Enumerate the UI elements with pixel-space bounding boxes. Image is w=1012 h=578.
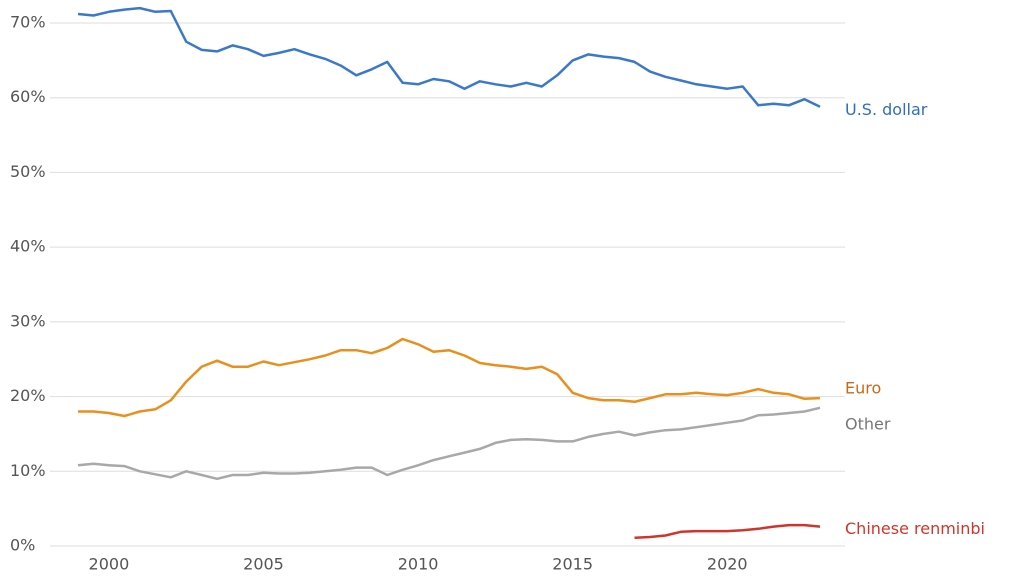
y-tick-label: 50% — [10, 162, 46, 181]
series-label: U.S. dollar — [845, 100, 928, 119]
y-tick-label: 70% — [10, 13, 46, 32]
x-tick-label: 2010 — [398, 555, 439, 574]
x-tick-label: 2015 — [552, 555, 593, 574]
x-tick-label: 2000 — [89, 555, 130, 574]
y-tick-label: 10% — [10, 461, 46, 480]
y-tick-label: 60% — [10, 87, 46, 106]
series-label: Other — [845, 414, 891, 433]
y-tick-label: 30% — [10, 311, 46, 330]
y-tick-label: 0% — [10, 536, 35, 555]
series-label: Chinese renminbi — [845, 519, 985, 538]
series-line — [77, 6, 821, 108]
series-line — [77, 406, 821, 481]
series-line — [634, 523, 821, 540]
y-tick-label: 40% — [10, 237, 46, 256]
y-tick-label: 20% — [10, 386, 46, 405]
series-label: Euro — [845, 379, 881, 398]
x-tick-label: 2005 — [243, 555, 284, 574]
x-tick-label: 2020 — [707, 555, 748, 574]
series-line — [78, 337, 821, 418]
